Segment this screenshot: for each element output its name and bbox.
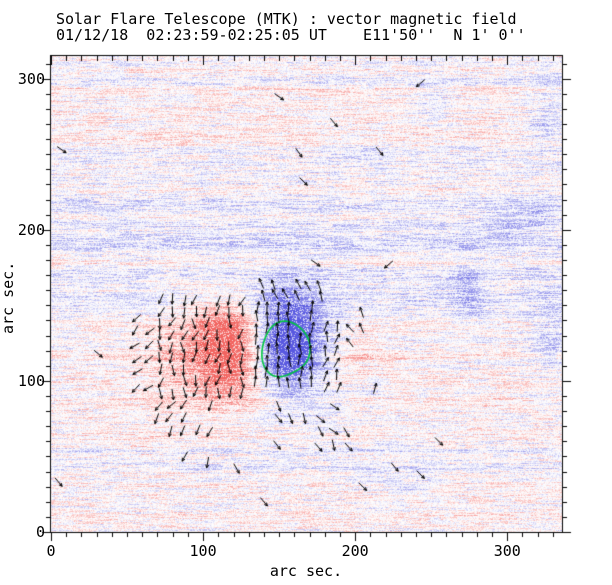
y-axis-label: arc sec. — [0, 261, 17, 335]
y-tick-label: 0 — [35, 523, 45, 541]
y-tick-label: 300 — [17, 69, 45, 88]
x-axis-label: arc sec. — [269, 562, 343, 580]
y-tick-label: 100 — [17, 371, 45, 390]
x-tick-label: 200 — [341, 542, 369, 560]
x-tick-label: 0 — [46, 542, 56, 560]
y-tick-label: 200 — [17, 220, 45, 239]
figure-title: Solar Flare Telescope (MTK) : vector mag… — [56, 10, 517, 28]
x-tick-label: 300 — [493, 542, 521, 560]
x-tick-label: 100 — [189, 542, 217, 560]
magnetogram-image — [51, 56, 562, 532]
figure-subtitle: 01/12/18 02:23:59-02:25:05 UT E11'50'' N… — [56, 26, 526, 44]
